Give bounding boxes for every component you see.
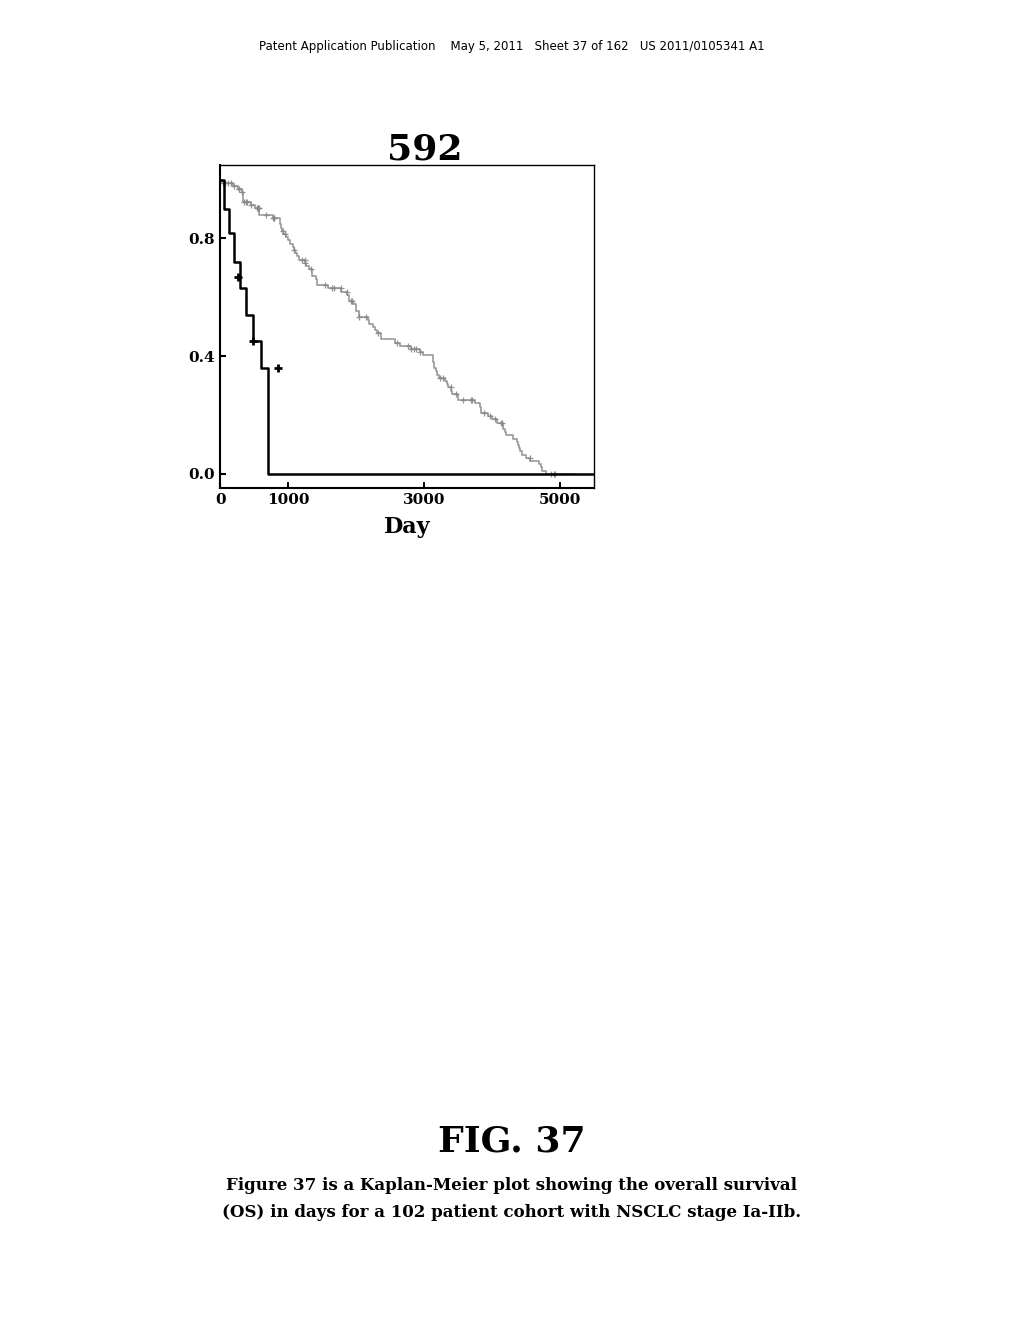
Text: (OS) in days for a 102 patient cohort with NSCLC stage Ia-IIb.: (OS) in days for a 102 patient cohort wi… [222, 1204, 802, 1221]
Text: 592: 592 [387, 132, 463, 166]
X-axis label: Day: Day [384, 516, 430, 537]
Text: Patent Application Publication    May 5, 2011   Sheet 37 of 162   US 2011/010534: Patent Application Publication May 5, 20… [259, 40, 765, 53]
Text: Figure 37 is a Kaplan-Meier plot showing the overall survival: Figure 37 is a Kaplan-Meier plot showing… [226, 1177, 798, 1195]
Text: FIG. 37: FIG. 37 [438, 1125, 586, 1159]
